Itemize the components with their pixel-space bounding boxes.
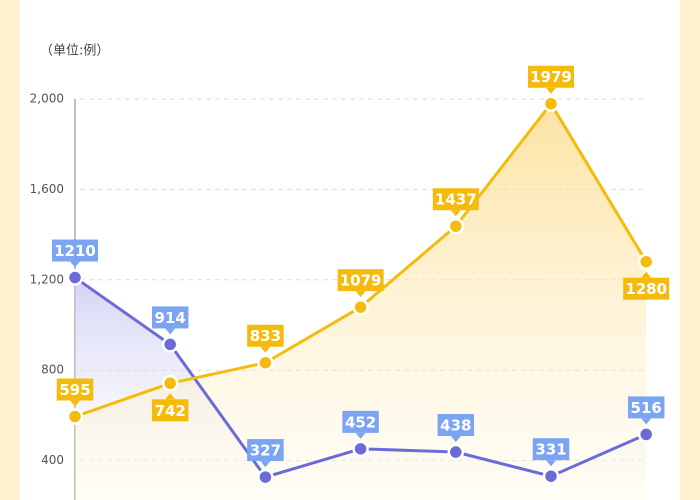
label-box [247, 439, 284, 462]
label-box [151, 306, 189, 329]
point [161, 336, 179, 353]
label-box [342, 410, 379, 433]
unit-label: （单位:例） [40, 44, 109, 59]
data-label: 327 [250, 442, 281, 460]
label-pointer [165, 328, 176, 335]
point [447, 443, 465, 461]
data-label: 595 [59, 381, 90, 399]
point [637, 253, 655, 270]
label-pointer [70, 400, 80, 407]
data-label: 452 [345, 413, 376, 431]
label-pointer [260, 346, 271, 353]
label-box [623, 277, 670, 300]
data-label: 1210 [54, 242, 96, 260]
y-tick-label: 1,600 [30, 182, 64, 196]
point [542, 467, 560, 485]
label-pointer [260, 461, 271, 468]
point [542, 95, 560, 112]
point [257, 354, 274, 371]
label-box [247, 324, 284, 347]
label-pointer [546, 87, 556, 94]
point [161, 375, 179, 392]
point [66, 408, 84, 425]
data-label: 1079 [340, 272, 382, 290]
data-label: 331 [535, 441, 566, 459]
y-tick-label: 800 [41, 363, 64, 377]
label-box [337, 269, 384, 292]
label-pointer [450, 210, 461, 217]
y-tick-label: 1,200 [30, 272, 64, 286]
label-pointer [355, 291, 366, 298]
label-pointer [641, 418, 652, 425]
y-tick-label: 400 [41, 453, 64, 467]
point [447, 217, 465, 235]
data-label: 1437 [435, 191, 477, 209]
data-label: 914 [155, 309, 186, 327]
data-label: 438 [440, 417, 471, 435]
data-label: 833 [250, 327, 281, 345]
label-pointer [641, 271, 652, 278]
label-box [532, 438, 570, 461]
label-box [56, 378, 94, 401]
data-label: 742 [155, 402, 186, 420]
point [352, 298, 369, 316]
area [75, 103, 647, 500]
label-box [151, 399, 189, 422]
point [352, 440, 369, 458]
label-box [528, 65, 574, 88]
label-pointer [165, 393, 176, 400]
point [257, 468, 274, 486]
data-label: 1979 [530, 68, 572, 86]
label-box [627, 396, 665, 419]
point [637, 426, 655, 443]
label-pointer [546, 460, 556, 467]
label-box [437, 414, 475, 437]
label-pointer [70, 261, 80, 268]
data-label: 1280 [625, 280, 667, 298]
y-tick-label: 2,000 [30, 92, 64, 106]
label-pointer [450, 436, 461, 443]
data-label: 516 [631, 399, 662, 417]
point [66, 269, 84, 286]
label-box [52, 239, 98, 262]
label-pointer [355, 432, 366, 439]
label-box [432, 188, 479, 211]
